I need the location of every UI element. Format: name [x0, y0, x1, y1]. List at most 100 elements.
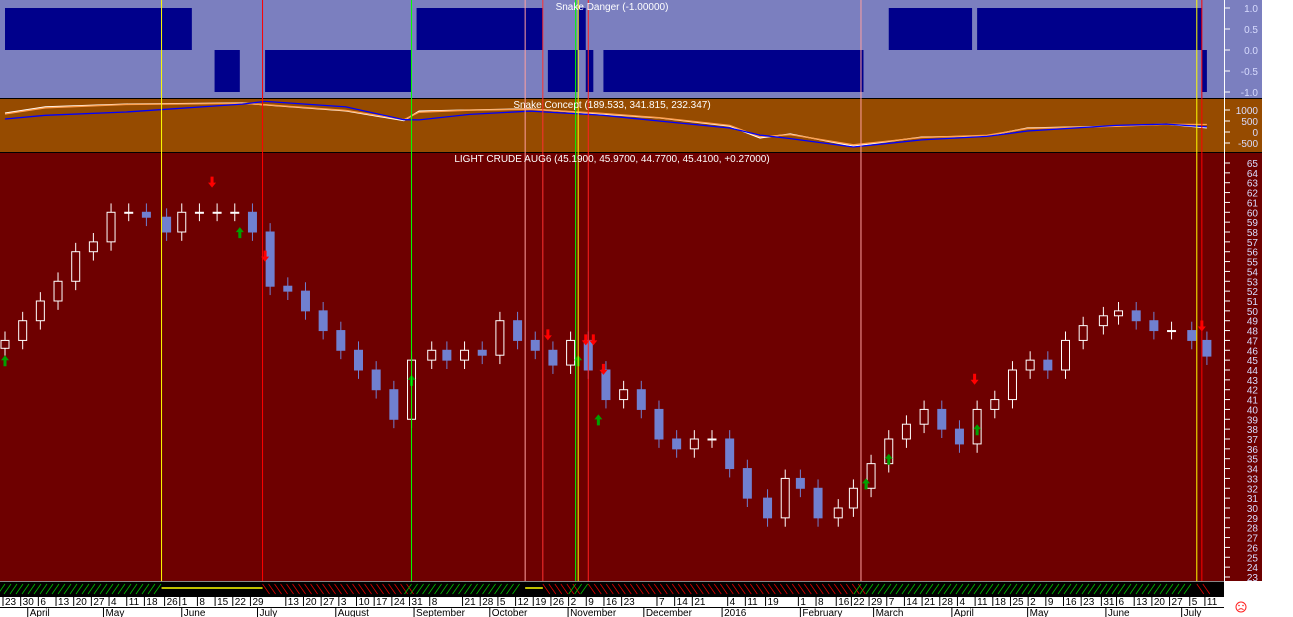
candle-body [230, 211, 240, 214]
price-tick-label: 55 [1247, 258, 1259, 269]
trend-strip-hatch [901, 583, 910, 595]
trend-strip-hatch [865, 583, 874, 595]
trend-strip-hatch [416, 583, 424, 595]
date-tick-label: 6 [1119, 597, 1125, 608]
date-tick-label: 1 [182, 597, 188, 608]
trend-strip-hatch [853, 583, 862, 595]
price-tick-label: 46 [1247, 346, 1259, 357]
date-tick-label: 22 [853, 597, 865, 608]
trend-strip-hatch [1051, 583, 1060, 595]
trend-strip-hatch [1123, 583, 1132, 595]
candle-body [725, 438, 735, 470]
trend-strip-hatch [677, 583, 686, 595]
price-tick-label: 36 [1247, 445, 1259, 456]
date-tick-label: 1 [800, 597, 806, 608]
trend-strip-hatch [1021, 583, 1030, 595]
trend-strip-hatch [370, 583, 378, 595]
sell-arrow-icon [208, 176, 217, 188]
candle-body [495, 320, 505, 356]
candle-body [442, 349, 452, 361]
date-tick-label: 23 [5, 597, 17, 608]
date-tick-label: 19 [535, 597, 547, 608]
trend-strip-hatch [1093, 583, 1102, 595]
trend-strip-hatch [701, 583, 710, 595]
trend-strip-hatch [45, 583, 54, 595]
danger-tick-label: 0.0 [1244, 46, 1258, 57]
price-tick-label: 41 [1247, 396, 1259, 407]
candle-body [336, 330, 346, 351]
trend-strip-hatch [797, 583, 806, 595]
trend-strip-hatch [81, 583, 90, 595]
concept-tick-label: 500 [1241, 117, 1258, 128]
date-tick-label: 23 [624, 597, 636, 608]
trend-strip-hatch [63, 583, 72, 595]
candle-body [1098, 315, 1108, 327]
trend-strip-hatch [749, 583, 758, 595]
price-tick-label: 44 [1247, 366, 1259, 377]
price-tick-label: 33 [1247, 474, 1259, 485]
trend-strip-hatch [979, 583, 988, 595]
trend-strip-hatch [1075, 583, 1084, 595]
sell-arrow-icon [599, 363, 608, 375]
sell-arrow-icon [581, 334, 590, 346]
danger-bar [265, 50, 412, 92]
sell-arrow-icon [970, 373, 979, 385]
candle-body [283, 285, 293, 292]
trend-strip-hatch [548, 583, 557, 595]
candle-body [212, 211, 222, 214]
candle-body [1025, 359, 1035, 371]
trend-strip-hatch [15, 583, 24, 595]
trend-strip-hatch [57, 583, 66, 595]
trend-strip-hatch [129, 583, 138, 595]
date-tick-label: 21 [694, 597, 706, 608]
month-label: March [876, 608, 904, 617]
date-tick-label: 5 [1192, 597, 1198, 608]
candle-body [1187, 330, 1197, 341]
trend-strip-hatch [919, 583, 928, 595]
concept-tick-label: 1000 [1236, 106, 1259, 117]
price-tick-label: 49 [1247, 317, 1259, 328]
trend-strip-hatch [452, 583, 460, 595]
date-tick-label: 25 [1012, 597, 1024, 608]
month-label: May [105, 608, 124, 617]
price-chart-title: LIGHT CRUDE AUG6 (45.1900, 45.9700, 44.7… [454, 154, 769, 165]
danger-bar [977, 8, 1202, 50]
price-tick-label: 40 [1247, 405, 1259, 416]
trend-strip-hatch [949, 583, 958, 595]
price-tick-label: 64 [1247, 169, 1259, 180]
danger-bar [547, 50, 579, 92]
trend-strip-hatch [785, 583, 794, 595]
trend-strip-hatch [494, 583, 502, 595]
date-tick-label: 28 [482, 597, 494, 608]
month-label: June [184, 608, 206, 617]
trend-strip-hatch [69, 583, 78, 595]
trend-strip-hatch [617, 583, 626, 595]
price-tick-label: 27 [1247, 534, 1259, 545]
trend-strip-hatch [641, 583, 650, 595]
trend-strip-hatch [773, 583, 782, 595]
trend-strip-hatch [141, 583, 150, 595]
trend-strip-hatch [1045, 583, 1054, 595]
date-tick-label: 8 [432, 597, 438, 608]
price-tick-label: 34 [1247, 465, 1259, 476]
date-tick-label: 27 [93, 597, 105, 608]
date-tick-label: 7 [659, 597, 665, 608]
candle-body [795, 477, 805, 489]
trend-strip-hatch [476, 583, 484, 595]
date-tick-label: 15 [217, 597, 229, 608]
trend-strip-hatch [135, 583, 144, 595]
trend-strip-hatch [871, 583, 880, 595]
month-label: July [1184, 608, 1202, 617]
trend-strip-hatch [991, 583, 1000, 595]
trend-strip-hatch [280, 583, 288, 595]
trend-strip-hatch [422, 583, 430, 595]
trend-strip-hatch [376, 583, 384, 595]
trend-strip-hatch [358, 583, 366, 595]
trend-strip-hatch [1015, 583, 1024, 595]
snake-concept-title: Snake Concept (189.533, 341.815, 232.347… [513, 100, 710, 111]
trend-strip-hatch [895, 583, 904, 595]
candle-body [780, 477, 790, 519]
candle-body [1043, 359, 1053, 371]
snake-concept-panel [0, 99, 1262, 152]
